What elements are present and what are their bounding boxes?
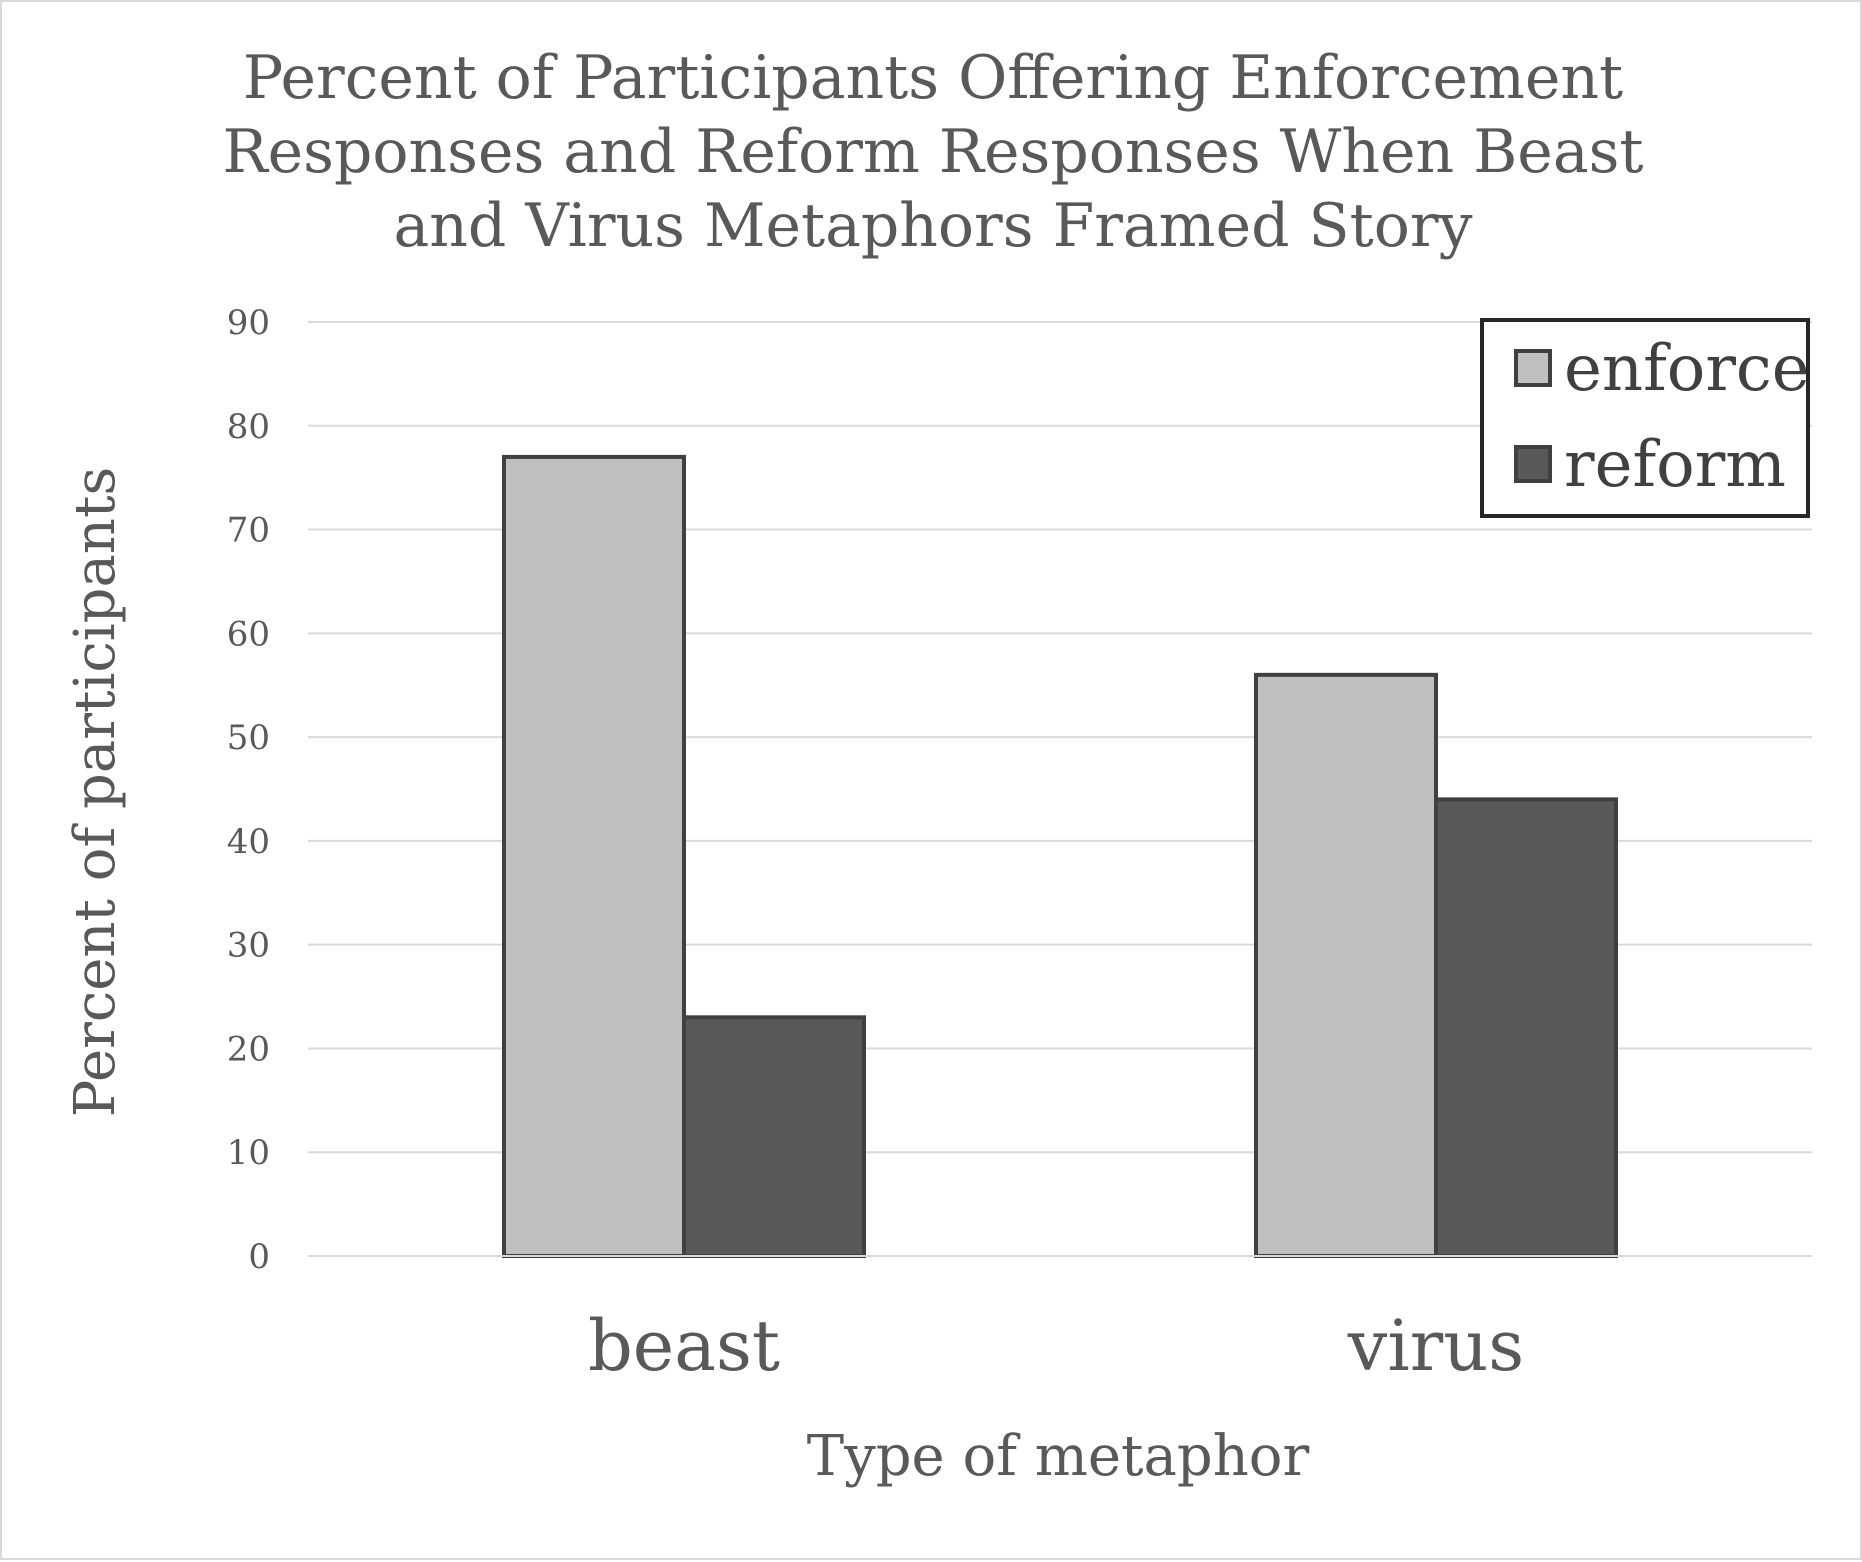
y-tick-label-70: 70 (227, 511, 270, 551)
y-tick-label-10: 10 (227, 1133, 270, 1173)
y-tick-label-30: 30 (227, 926, 270, 966)
legend-label-reform: reform (1564, 428, 1786, 502)
y-tick-label-0: 0 (248, 1237, 270, 1277)
y-axis-title: Percent of participants (63, 467, 128, 1117)
legend: enforce reform (1480, 318, 1810, 518)
legend-swatch-enforce (1514, 349, 1552, 387)
bar-reform-virus (1434, 797, 1618, 1259)
chart-title-line-3: and Virus Metaphors Framed Story (394, 191, 1473, 261)
legend-swatch-reform (1514, 445, 1552, 483)
y-tick-label-90: 90 (227, 303, 270, 343)
bar-enforce-beast (502, 454, 686, 1258)
x-tick-label-beast: beast (588, 1305, 780, 1387)
chart-title-line-1: Percent of Participants Offering Enforce… (243, 43, 1623, 113)
x-axis-tick-labels: beast virus (588, 1305, 1524, 1387)
bar-enforce-virus (1254, 672, 1438, 1258)
x-axis-title: Type of metaphor (807, 1424, 1310, 1489)
legend-label-enforce: enforce (1564, 332, 1810, 406)
chart-title: Percent of Participants Offering Enforce… (223, 43, 1644, 261)
chart-title-line-2: Responses and Reform Responses When Beas… (223, 117, 1644, 187)
y-tick-label-60: 60 (227, 614, 270, 654)
y-tick-label-50: 50 (227, 718, 270, 758)
y-tick-label-20: 20 (227, 1029, 270, 1069)
y-tick-label-40: 40 (227, 822, 270, 862)
x-tick-label-virus: virus (1347, 1305, 1524, 1387)
y-tick-label-80: 80 (227, 407, 270, 447)
bars (502, 454, 1618, 1259)
bar-reform-beast (682, 1015, 866, 1258)
y-axis-tick-labels: 0 10 20 30 40 50 60 70 80 90 (227, 303, 270, 1277)
